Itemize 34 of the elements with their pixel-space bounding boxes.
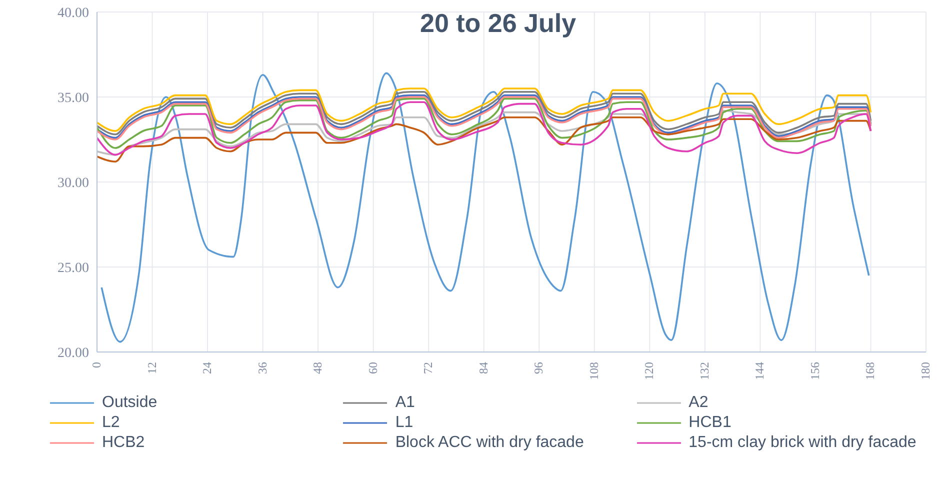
legend-label: HCB2 — [102, 434, 145, 452]
x-tick-label: 168 — [863, 362, 878, 380]
x-tick-label: 72 — [421, 362, 436, 374]
x-tick-label: 84 — [476, 362, 490, 374]
y-tick-label: 20.00 — [58, 346, 89, 361]
y-tick-label: 30.00 — [58, 176, 89, 191]
x-tick-label: 144 — [752, 362, 767, 380]
legend-label: L2 — [102, 414, 120, 432]
line-series — [97, 101, 872, 156]
legend-label: L1 — [395, 414, 414, 432]
x-tick-label: 48 — [310, 362, 325, 374]
x-tick-label: 12 — [144, 362, 159, 374]
chart-title: 20 to 26 July — [420, 8, 576, 39]
x-tick-label: 156 — [808, 362, 822, 380]
x-tick-label: 96 — [532, 362, 546, 374]
legend-label: Outside — [102, 394, 158, 412]
y-tick-label: 25.00 — [58, 260, 89, 276]
legend-label: A1 — [395, 394, 415, 412]
legend-label: 15-cm clay brick with dry facade — [688, 434, 916, 452]
x-tick-label: 120 — [642, 362, 656, 380]
x-tick-label: 36 — [255, 362, 270, 374]
y-tick-label: 40.00 — [58, 6, 89, 21]
x-tick-label: 24 — [200, 362, 214, 374]
x-tick-label: 108 — [586, 362, 601, 380]
y-tick-label: 35.00 — [58, 90, 89, 106]
legend-label: Block ACC with dry facade — [395, 434, 584, 452]
line-series — [100, 72, 870, 343]
legend-label: A2 — [688, 394, 708, 412]
line-series — [97, 116, 872, 162]
x-tick-label: 60 — [366, 362, 380, 374]
x-tick-label: 132 — [697, 362, 712, 380]
x-tick-label: 180 — [918, 362, 933, 380]
legend-label: HCB1 — [688, 414, 732, 432]
x-tick-label: 0 — [90, 362, 104, 368]
